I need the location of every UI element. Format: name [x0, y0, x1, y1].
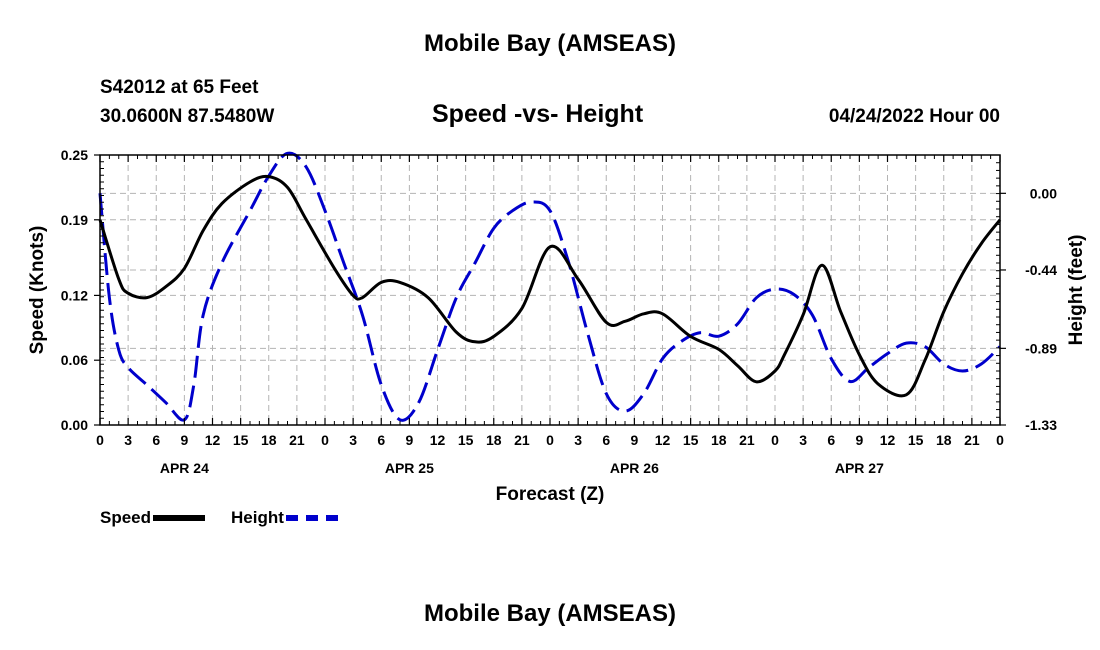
x-tick-label: 18 — [261, 432, 277, 448]
legend-height: Height — [231, 508, 338, 528]
x-tick-label: 18 — [711, 432, 727, 448]
axis-labels: 0 3 6 9 12 15 18 21 0 3 6 9 12 15 18 21 0 3 6 9 12 15 18 21 0 3 6 9… — [27, 147, 1087, 505]
height-series-group — [98, 151, 1002, 422]
legend-height-label: Height — [231, 508, 284, 527]
day-label: APR 25 — [385, 460, 434, 476]
y-right-tick-label: -0.44 — [1025, 262, 1057, 278]
x-tick-label: 9 — [630, 432, 638, 448]
x-tick-label: 6 — [152, 432, 160, 448]
axis-ticks — [94, 154, 1006, 426]
x-tick-label: 12 — [205, 432, 221, 448]
x-tick-label: 15 — [683, 432, 699, 448]
x-tick-label: 15 — [908, 432, 924, 448]
x-tick-label: 15 — [233, 432, 249, 448]
y-left-tick-label: 0.19 — [61, 212, 88, 228]
x-tick-label: 12 — [655, 432, 671, 448]
x-tick-label: 6 — [602, 432, 610, 448]
x-tick-label: 3 — [124, 432, 132, 448]
speed-series-group — [98, 174, 1002, 398]
x-tick-label: 9 — [405, 432, 413, 448]
x-tick-label: 3 — [349, 432, 357, 448]
y-left-tick-label: 0.12 — [61, 287, 88, 303]
x-tick-label: 0 — [996, 432, 1004, 448]
x-tick-label: 21 — [514, 432, 530, 448]
x-tick-label: 12 — [880, 432, 896, 448]
y-left-tick-label: 0.06 — [61, 352, 88, 368]
x-tick-label: 21 — [739, 432, 755, 448]
day-label: APR 27 — [835, 460, 884, 476]
coordinates-label: 30.0600N 87.5480W — [100, 106, 275, 127]
x-tick-label: 6 — [377, 432, 385, 448]
legend-height-swatch — [285, 515, 338, 521]
day-label: APR 24 — [160, 460, 209, 476]
legend-speed-swatch — [153, 515, 206, 521]
y-right-tick-label: 0.00 — [1030, 185, 1057, 201]
height-series-line — [98, 151, 1002, 422]
chart-title-bottom: Mobile Bay (AMSEAS) — [423, 600, 677, 627]
y-right-tick-label: -0.89 — [1025, 340, 1057, 356]
x-tick-label: 0 — [546, 432, 554, 448]
x-tick-label: 18 — [936, 432, 952, 448]
y-left-axis-title: Speed (Knots) — [27, 226, 48, 355]
legend-speed: Speed — [100, 508, 206, 528]
day-label: APR 26 — [610, 460, 659, 476]
x-tick-label: 6 — [827, 432, 835, 448]
chart-subtitle: Speed -vs- Height — [432, 100, 644, 128]
x-tick-label: 15 — [458, 432, 474, 448]
x-tick-label: 0 — [771, 432, 779, 448]
x-tick-label: 18 — [486, 432, 502, 448]
forecast-date-label: 04/24/2022 Hour 00 — [828, 106, 1000, 127]
x-tick-label: 0 — [96, 432, 104, 448]
x-axis-title: Forecast (Z) — [496, 484, 605, 505]
y-right-axis-title: Height (feet) — [1066, 235, 1087, 346]
x-tick-label: 21 — [964, 432, 980, 448]
x-tick-label: 0 — [321, 432, 329, 448]
x-tick-label: 3 — [574, 432, 582, 448]
x-tick-label: 12 — [430, 432, 446, 448]
y-right-tick-label: -1.33 — [1025, 417, 1057, 433]
grid-lines — [100, 155, 1000, 426]
y-left-tick-label: 0.25 — [61, 147, 88, 163]
chart-title-top: Mobile Bay (AMSEAS) — [423, 30, 677, 57]
x-tick-label: 9 — [855, 432, 863, 448]
speed-series-line — [98, 174, 1002, 398]
y-left-tick-label: 0.00 — [61, 417, 88, 433]
x-tick-label: 3 — [799, 432, 807, 448]
x-tick-label: 9 — [180, 432, 188, 448]
legend-speed-label: Speed — [100, 508, 152, 527]
x-tick-label: 21 — [289, 432, 305, 448]
station-label: S42012 at 65 Feet — [100, 77, 259, 98]
